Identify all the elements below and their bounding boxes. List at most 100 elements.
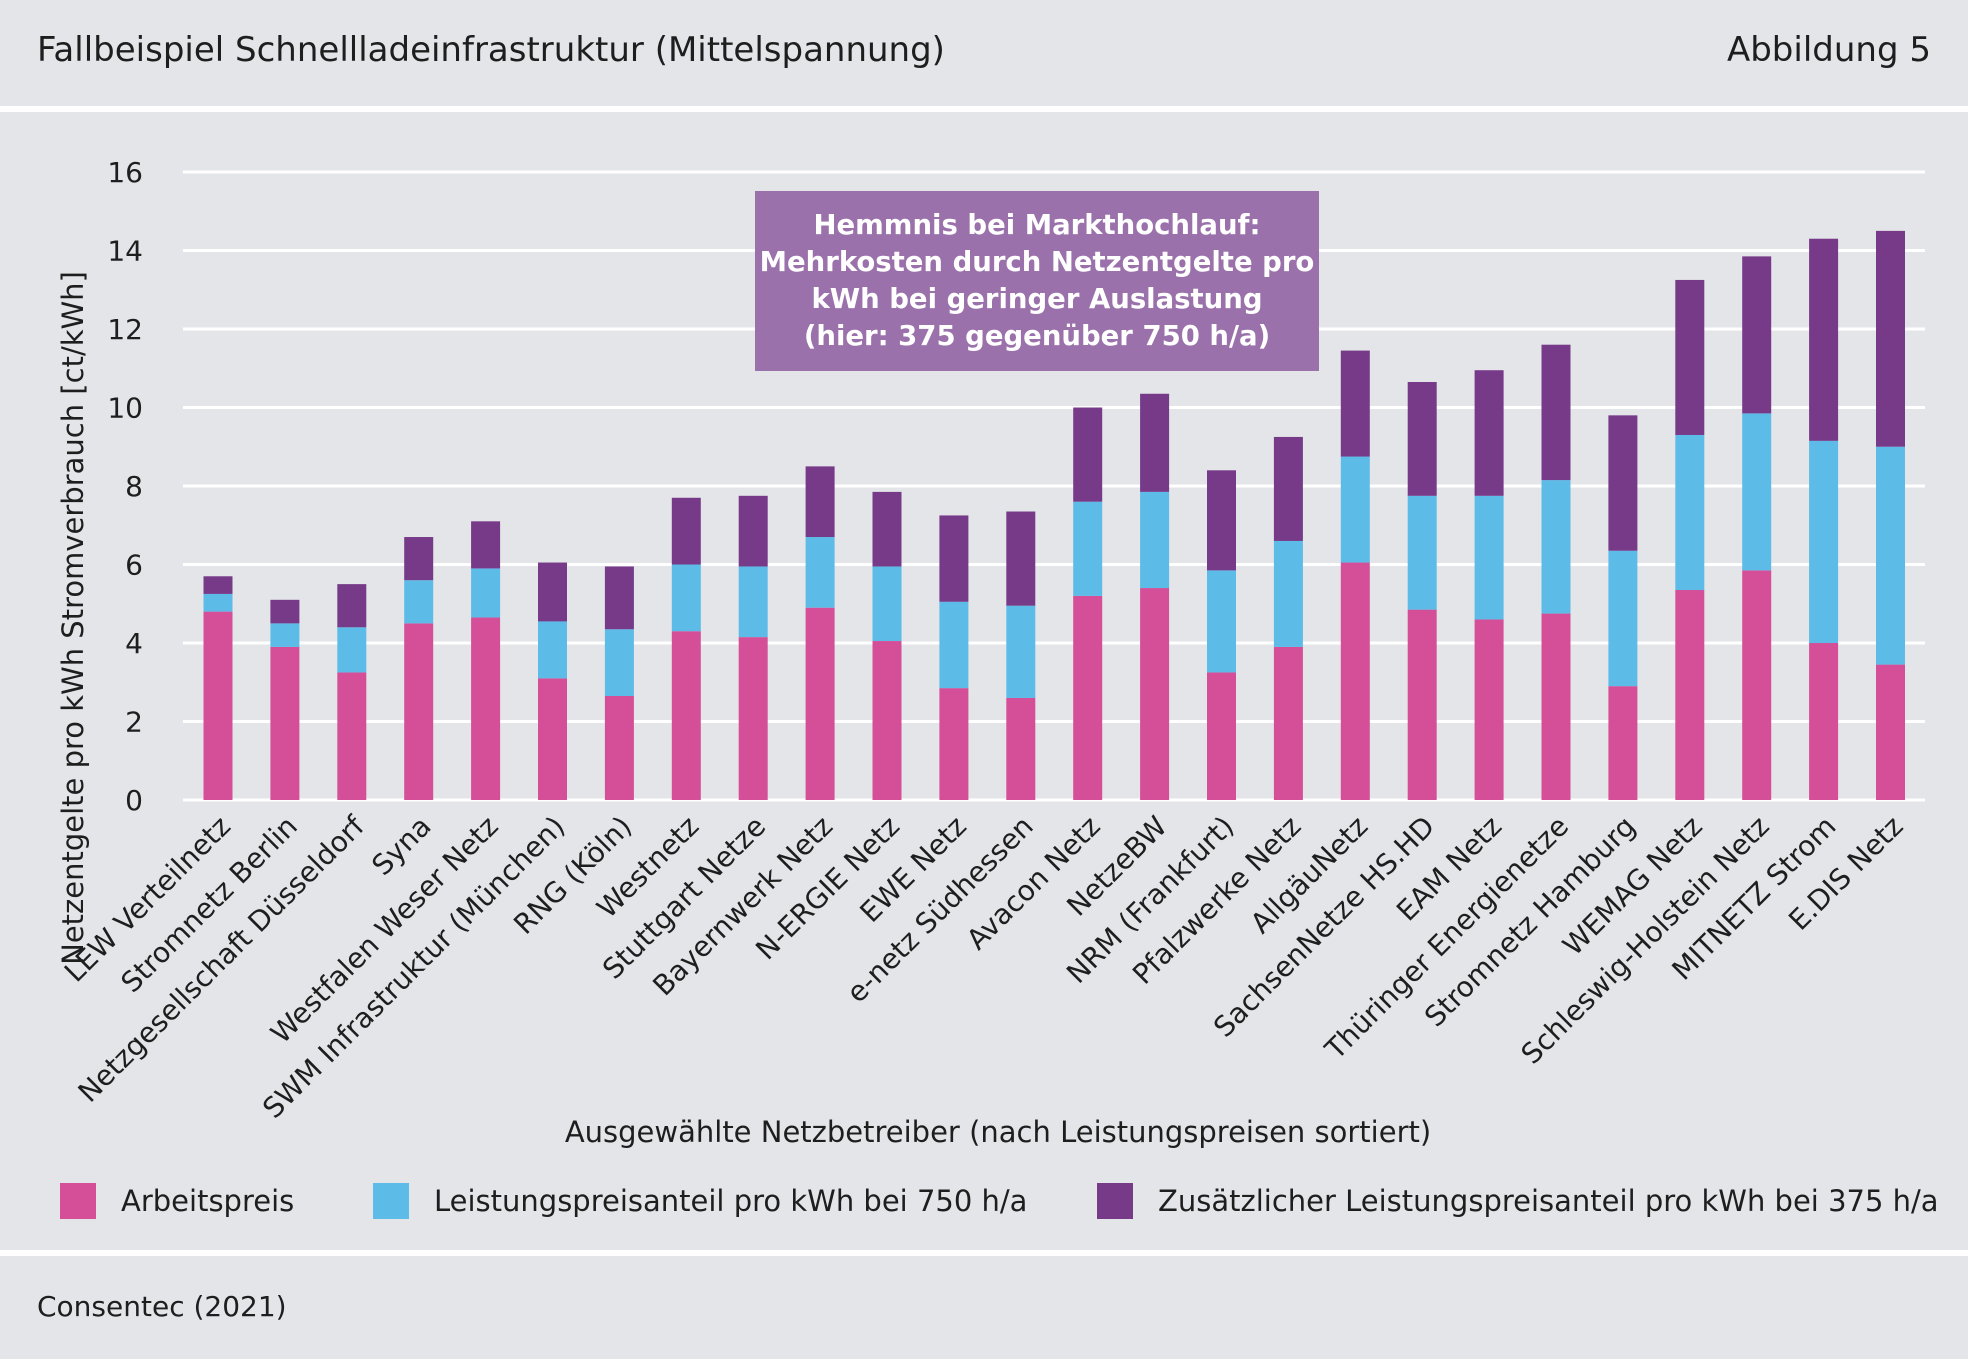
bar-segment-zusatz375 (738, 495, 768, 567)
legend: Arbeitspreis Leistungspreisanteil pro kW… (0, 1183, 1968, 1227)
y-tick-label: 6 (125, 549, 143, 582)
bar-segment-zusatz375 (203, 576, 233, 594)
bar-segment-leistung750 (270, 623, 300, 647)
legend-item-leistung750: Leistungspreisanteil pro kWh bei 750 h/a (373, 1183, 1027, 1219)
bar-segment-zusatz375 (604, 566, 634, 630)
y-tick-label: 12 (107, 313, 143, 346)
bar-segment-zusatz375 (1541, 344, 1571, 481)
bar-segment-leistung750 (1474, 495, 1504, 620)
legend-label-zusatz375: Zusätzlicher Leistungspreisanteil pro kW… (1158, 1184, 1939, 1218)
bar-segment-zusatz375 (1140, 393, 1170, 492)
bottom-divider (0, 1250, 1968, 1256)
bar-segment-leistung750 (1876, 446, 1905, 665)
y-axis-ticks: 0 2 4 6 8 10 12 14 16 (107, 156, 143, 817)
bar-segment-zusatz375 (1608, 415, 1638, 551)
bar-segment-zusatz375 (337, 584, 367, 628)
bar-segment-zusatz375 (404, 537, 434, 581)
bar-segment-zusatz375 (1407, 381, 1437, 496)
bar-segment-arbeitspreis (1273, 646, 1303, 800)
y-tick-label: 14 (107, 235, 143, 268)
callout-line-2: Mehrkosten durch Netzentgelte pro (759, 246, 1315, 278)
bar-segment-arbeitspreis (538, 678, 567, 800)
y-tick-label: 0 (125, 784, 143, 817)
bar-segment-leistung750 (1073, 501, 1103, 596)
bar-segment-leistung750 (1809, 440, 1839, 643)
source-note: Consentec (2021) (37, 1290, 287, 1323)
bar-segment-leistung750 (538, 621, 567, 679)
callout-line-3: kWh bei geringer Auslastung (811, 283, 1263, 315)
bar-segment-zusatz375 (1675, 279, 1705, 435)
bar-segment-zusatz375 (939, 515, 969, 602)
bar-segment-leistung750 (1742, 413, 1772, 571)
bar-segment-arbeitspreis (337, 672, 367, 800)
bar-segment-arbeitspreis (1340, 562, 1370, 800)
y-tick-label: 10 (107, 392, 143, 425)
bar-segment-zusatz375 (1207, 470, 1236, 571)
bar-segment-arbeitspreis (872, 641, 902, 800)
figure-label: Abbildung 5 (1726, 30, 1931, 70)
bar-segment-arbeitspreis (939, 688, 969, 800)
legend-swatch-leistung750 (373, 1183, 409, 1219)
bar-segment-arbeitspreis (203, 611, 233, 800)
bar-segment-leistung750 (337, 627, 367, 673)
bar-segment-arbeitspreis (604, 695, 634, 800)
bar-segment-arbeitspreis (1407, 609, 1437, 800)
bar-segment-zusatz375 (471, 521, 501, 569)
y-tick-label: 4 (125, 627, 143, 660)
chart-title: Fallbeispiel Schnellladeinfrastruktur (M… (37, 30, 945, 70)
header: Fallbeispiel Schnellladeinfrastruktur (M… (0, 0, 1968, 108)
bar-segment-leistung750 (1407, 495, 1437, 610)
legend-label-arbeitspreis: Arbeitspreis (121, 1184, 295, 1218)
bar-segment-arbeitspreis (1876, 664, 1905, 800)
bar-segment-zusatz375 (805, 466, 835, 538)
bar-segment-arbeitspreis (1608, 686, 1638, 800)
bar-segment-zusatz375 (538, 562, 567, 622)
bar-segment-arbeitspreis (1675, 590, 1705, 800)
bar-segment-zusatz375 (671, 497, 701, 565)
bar-segment-leistung750 (1140, 491, 1170, 589)
bar-segment-arbeitspreis (738, 637, 768, 800)
legend-swatch-arbeitspreis (60, 1183, 96, 1219)
legend-label-leistung750: Leistungspreisanteil pro kWh bei 750 h/a (434, 1184, 1028, 1218)
bar-segment-zusatz375 (1006, 511, 1036, 606)
bar-segment-arbeitspreis (671, 631, 701, 800)
y-tick-label: 16 (107, 156, 143, 189)
bar-segment-zusatz375 (1273, 436, 1303, 541)
bar-segment-leistung750 (1340, 456, 1370, 563)
bar-segment-arbeitspreis (270, 646, 300, 800)
bar-segment-leistung750 (203, 593, 233, 612)
bar-segment-zusatz375 (1340, 350, 1370, 457)
bar-segment-arbeitspreis (1742, 570, 1772, 800)
legend-swatch-zusatz375 (1097, 1183, 1133, 1219)
bars (203, 230, 1905, 800)
bar-segment-leistung750 (471, 568, 501, 618)
bar-segment-arbeitspreis (1140, 588, 1170, 800)
bar-segment-leistung750 (1608, 550, 1638, 687)
callout-line-1: Hemmnis bei Markthochlauf: (813, 209, 1261, 241)
legend-item-arbeitspreis: Arbeitspreis (60, 1183, 294, 1219)
bar-segment-leistung750 (671, 564, 701, 632)
bar-segment-leistung750 (1273, 540, 1303, 647)
bar-segment-arbeitspreis (1474, 619, 1504, 800)
bar-segment-leistung750 (1675, 434, 1705, 591)
bar-segment-leistung750 (1207, 570, 1236, 673)
bar-segment-leistung750 (872, 566, 902, 642)
bar-segment-arbeitspreis (1809, 643, 1839, 800)
bar-segment-leistung750 (939, 601, 969, 689)
top-divider (0, 106, 1968, 112)
bar-segment-arbeitspreis (1207, 672, 1236, 800)
y-axis-label: Netzentgelte pro kWh Stromverbrauch [ct/… (56, 271, 90, 965)
callout-line-4: (hier: 375 gegenüber 750 h/a) (803, 320, 1271, 352)
bar-segment-leistung750 (604, 629, 634, 696)
bar-segment-zusatz375 (270, 599, 300, 624)
bar-segment-zusatz375 (1742, 256, 1772, 414)
bar-segment-leistung750 (1006, 605, 1036, 698)
legend-item-zusatz375: Zusätzlicher Leistungspreisanteil pro kW… (1097, 1183, 1939, 1219)
bar-segment-arbeitspreis (471, 617, 501, 800)
bar-segment-zusatz375 (872, 491, 902, 567)
bar-segment-leistung750 (404, 580, 434, 624)
bar-segment-leistung750 (805, 537, 835, 608)
bar-segment-arbeitspreis (1541, 613, 1571, 800)
bar-segment-leistung750 (738, 566, 768, 638)
